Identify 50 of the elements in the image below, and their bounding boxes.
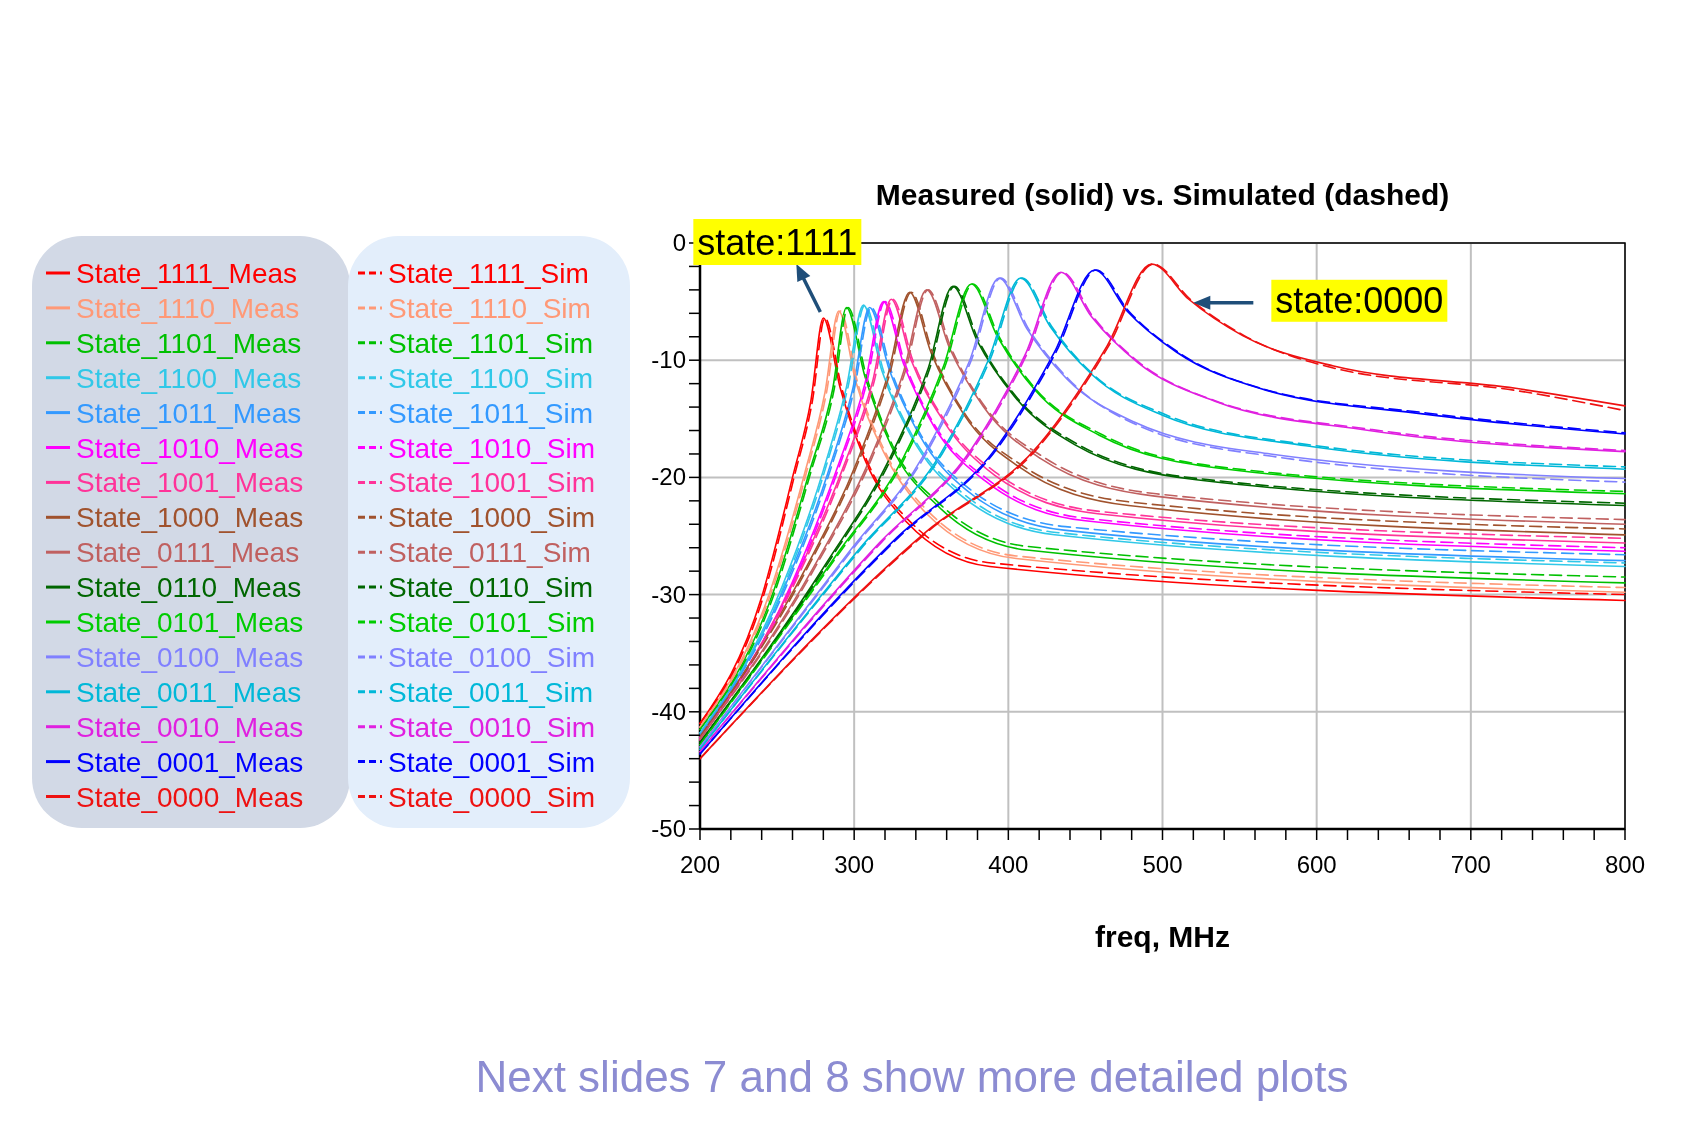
chart-title: Measured (solid) vs. Simulated (dashed) [875, 178, 1450, 211]
legend-label: State_1100_Meas [76, 362, 302, 394]
legend-label: State_0000_Meas [76, 781, 304, 813]
x-tick-label: 500 [1142, 851, 1183, 878]
y-tick-label: -30 [651, 580, 686, 608]
legend-label: State_1111_Sim [388, 258, 589, 289]
legend-label: State_0010_Meas [76, 711, 304, 743]
x-tick-label: 700 [1450, 851, 1491, 878]
legend-label: State_0100_Meas [76, 641, 304, 673]
legend-label: State_1001_Meas [76, 467, 304, 499]
legend-label: State_0001_Meas [76, 746, 304, 778]
legend-label: State_0011_Sim [388, 676, 593, 708]
legend-label: State_1010_Meas [76, 432, 304, 464]
legend-label: State_0111_Sim [388, 537, 591, 569]
legend-label: State_1010_Sim [388, 432, 596, 464]
x-tick-label: 300 [834, 851, 875, 878]
legend-label: State_0100_Sim [388, 641, 596, 673]
legend-label: State_1110_Sim [388, 292, 591, 324]
legend-label: State_1101_Meas [76, 327, 302, 359]
legend-label: State_1110_Meas [76, 292, 300, 324]
annotation: state:0000 [1275, 279, 1444, 321]
legend-label: State_1111_Meas [76, 258, 298, 289]
y-tick-label: -20 [651, 463, 686, 491]
x-tick-label: 400 [988, 851, 1029, 878]
y-tick-label: -10 [651, 346, 686, 374]
x-tick-label: 600 [1296, 851, 1337, 878]
y-tick-label: -50 [651, 815, 686, 842]
legend-label: State_1001_Sim [388, 467, 596, 499]
legend-label: State_0010_Sim [388, 711, 596, 743]
legend-label: State_0110_Sim [388, 572, 593, 604]
legend-label: State_0101_Meas [76, 607, 304, 638]
legend-label: State_0110_Meas [76, 572, 302, 604]
x-tick-label: 200 [679, 851, 721, 878]
y-tick-label: -40 [651, 697, 686, 725]
legend-label: State_1011_Meas [76, 397, 302, 429]
legend-label: State_1100_Sim [388, 362, 593, 394]
legend-label: State_1000_Meas [76, 502, 304, 534]
legend-label: State_0111_Meas [76, 537, 300, 569]
legend-label: State_1101_Sim [388, 327, 593, 359]
legend-label: State_0000_Sim [388, 781, 596, 813]
text: Next slides 7 and 8 show more detailed plots [475, 1052, 1349, 1101]
legend-label: State_1011_Sim [388, 397, 593, 429]
legend-label: State_0011_Meas [76, 676, 302, 708]
x-tick-label: 800 [1604, 851, 1646, 878]
legend-label: State_0101_Sim [388, 607, 596, 638]
legend-label: State_0001_Sim [388, 746, 596, 778]
x-axis-title: freq, MHz [1095, 920, 1230, 953]
legend-label: State_1000_Sim [388, 502, 596, 534]
y-tick-label: 0 [672, 229, 686, 256]
annotation: state:1111 [697, 222, 858, 263]
